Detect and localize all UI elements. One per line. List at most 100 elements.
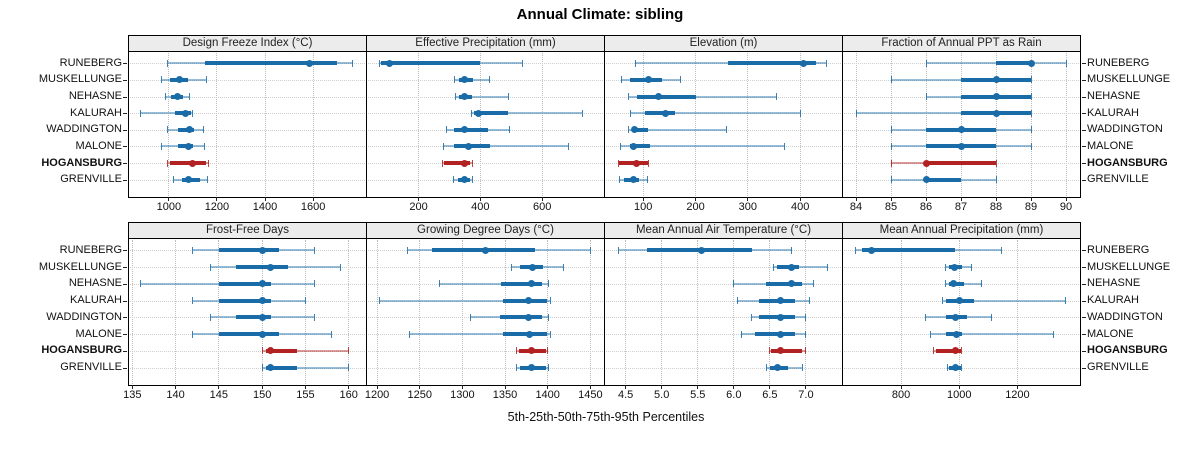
x-axis-caption: 5th-25th-50th-75th-95th Percentiles [507, 410, 705, 424]
whisker-cap-high [1030, 93, 1032, 101]
whisker-cap-high [521, 59, 523, 67]
site-label-left: GRENVILLE [60, 173, 122, 186]
row-tick-right [1082, 283, 1086, 285]
interquartile-box [503, 332, 547, 337]
whisker-cap-low [769, 347, 771, 355]
axis-tick-label: 400 [471, 201, 490, 213]
site-label-left: MUSKELLUNGE [38, 260, 122, 273]
axis-tick [661, 385, 663, 389]
interquartile-box [474, 111, 509, 116]
axis-tick [890, 197, 892, 201]
median-dot [992, 93, 1000, 101]
whisker-cap-low [452, 176, 454, 184]
median-dot [773, 364, 781, 372]
site-label-right: GRENVILLE [1087, 361, 1149, 374]
whisker-cap-low [192, 246, 194, 254]
whisker-cap-low [161, 76, 163, 84]
median-dot [189, 159, 197, 167]
gridline-horizontal [368, 96, 603, 98]
axis-tick [541, 197, 543, 201]
interquartile-box [218, 332, 280, 337]
median-dot [184, 176, 192, 184]
median-dot [258, 330, 266, 338]
median-dot [777, 330, 785, 338]
whisker-cap-high [827, 263, 829, 271]
median-dot [527, 347, 535, 355]
site-label-right: MALONE [1087, 327, 1134, 340]
whisker-cap-low [772, 263, 774, 271]
whisker-cap-high [208, 159, 210, 167]
whisker-cap-high [1065, 59, 1067, 67]
axis-tick [264, 197, 266, 201]
median-dot [524, 297, 532, 305]
panel-plot-area [128, 238, 367, 386]
axis-tick-label: 160 [339, 389, 358, 401]
median-dot [992, 109, 1000, 117]
interquartile-box [266, 365, 297, 370]
whisker-cap-high [1030, 76, 1032, 84]
gridline-horizontal [368, 317, 603, 319]
percentile-whisker [262, 366, 349, 369]
whisker-cap-low [455, 93, 457, 101]
whisker-cap-low [438, 280, 440, 288]
row-tick-right [1082, 79, 1086, 81]
percentile-whisker [856, 112, 1031, 115]
whisker-cap-high [1000, 246, 1002, 254]
site-label-right: NEHASNE [1087, 277, 1141, 290]
whisker-cap-low [946, 364, 948, 372]
interquartile-box [777, 265, 799, 270]
axis-tick-label: 89 [1024, 201, 1038, 213]
row-tick-left [123, 317, 127, 319]
interquartile-box [381, 61, 481, 66]
median-dot [460, 159, 468, 167]
percentile-whisker [942, 299, 1066, 302]
whisker-cap-high [489, 76, 491, 84]
axis-tick [419, 385, 421, 389]
gridline-horizontal [130, 163, 365, 165]
whisker-cap-high [825, 59, 827, 67]
interquartile-box [771, 348, 803, 353]
axis-tick-label: 87 [954, 201, 968, 213]
percentile-whisker [628, 128, 727, 131]
median-dot [655, 93, 663, 101]
whisker-cap-high [961, 364, 963, 372]
gridline-vertical [925, 53, 927, 196]
whisker-cap-high [188, 93, 190, 101]
interquartile-box [236, 315, 271, 320]
gridline-horizontal [130, 113, 365, 115]
interquartile-box [926, 177, 961, 182]
whisker-cap-low [379, 59, 381, 67]
whisker-cap-high [805, 347, 807, 355]
gridline-horizontal [130, 79, 365, 81]
site-label-right: KALURAH [1087, 106, 1139, 119]
median-dot [527, 280, 535, 288]
gridline-vertical [799, 53, 801, 196]
whisker-cap-low [261, 347, 263, 355]
interquartile-box [454, 127, 489, 132]
whisker-cap-high [339, 263, 341, 271]
median-dot [481, 246, 489, 254]
interquartile-box [218, 298, 271, 303]
median-dot [461, 76, 469, 84]
site-label-left: RUNEBERG [59, 56, 122, 69]
axis-tick-label: 7.0 [798, 389, 814, 401]
gridline-horizontal [844, 250, 1079, 252]
interquartile-box [218, 281, 271, 286]
whisker-cap-low [765, 364, 767, 372]
row-tick-right [1082, 113, 1086, 115]
whisker-cap-high [313, 313, 315, 321]
gridline-horizontal [606, 146, 841, 148]
gridline-horizontal [606, 113, 841, 115]
panel-plot-area [842, 238, 1081, 386]
percentile-whisker [409, 333, 551, 336]
axis-tick [855, 197, 857, 201]
whisker-cap-high [995, 159, 997, 167]
median-dot [461, 93, 469, 101]
site-label-right: GRENVILLE [1087, 173, 1149, 186]
panel-plot-area [604, 51, 843, 198]
row-tick-right [1082, 300, 1086, 302]
gridline-horizontal [368, 63, 603, 65]
whisker-cap-high [313, 246, 315, 254]
median-dot [951, 364, 959, 372]
